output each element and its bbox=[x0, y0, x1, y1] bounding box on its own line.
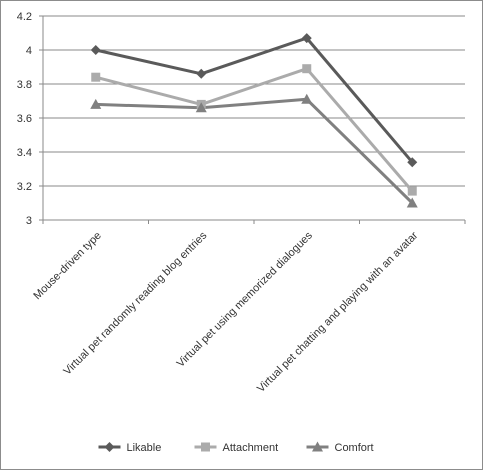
data-point-comfort bbox=[406, 197, 418, 208]
y-tick-label: 4.2 bbox=[17, 11, 32, 23]
y-tick-labels: 3 3.2 3.4 3.6 3.8 4 4.2 bbox=[17, 11, 32, 227]
series-lines bbox=[95, 36, 414, 205]
data-point-comfort bbox=[90, 98, 102, 109]
data-point-attachment bbox=[91, 72, 101, 82]
series-line-comfort bbox=[95, 97, 414, 205]
y-tick-label: 3 bbox=[26, 215, 32, 227]
y-tick-label: 4 bbox=[26, 45, 32, 57]
data-point-likable bbox=[90, 45, 101, 55]
axes bbox=[39, 15, 466, 224]
data-point-likable bbox=[407, 157, 418, 168]
data-point-likable bbox=[196, 68, 207, 79]
legend: Likable Attachment Comfort bbox=[98, 441, 374, 454]
y-tick-label: 3.6 bbox=[17, 113, 32, 125]
data-point-attachment bbox=[302, 64, 312, 74]
series-line-attachment bbox=[95, 67, 414, 193]
legend-marker-likable bbox=[104, 442, 115, 452]
y-tick-label: 3.2 bbox=[17, 181, 32, 193]
gridlines bbox=[43, 15, 465, 187]
x-category-label: Virtual pet chatting and playing with an… bbox=[255, 229, 421, 395]
series-line-likable bbox=[95, 36, 414, 164]
legend-marker-attachment bbox=[201, 442, 210, 452]
y-tick-label: 3.8 bbox=[17, 79, 32, 91]
data-point-comfort bbox=[195, 102, 207, 113]
y-tick-label: 3.4 bbox=[17, 147, 32, 159]
legend-marker-comfort bbox=[312, 441, 323, 452]
x-category-label: Mouse-driven type bbox=[31, 230, 103, 302]
legend-label-likable: Likable bbox=[127, 442, 162, 454]
data-point-attachment bbox=[407, 186, 417, 196]
legend-label-comfort: Comfort bbox=[335, 442, 374, 454]
data-point-likable bbox=[301, 33, 312, 44]
series-markers bbox=[90, 33, 418, 208]
legend-label-attachment: Attachment bbox=[223, 442, 279, 454]
data-point-comfort bbox=[301, 93, 313, 104]
